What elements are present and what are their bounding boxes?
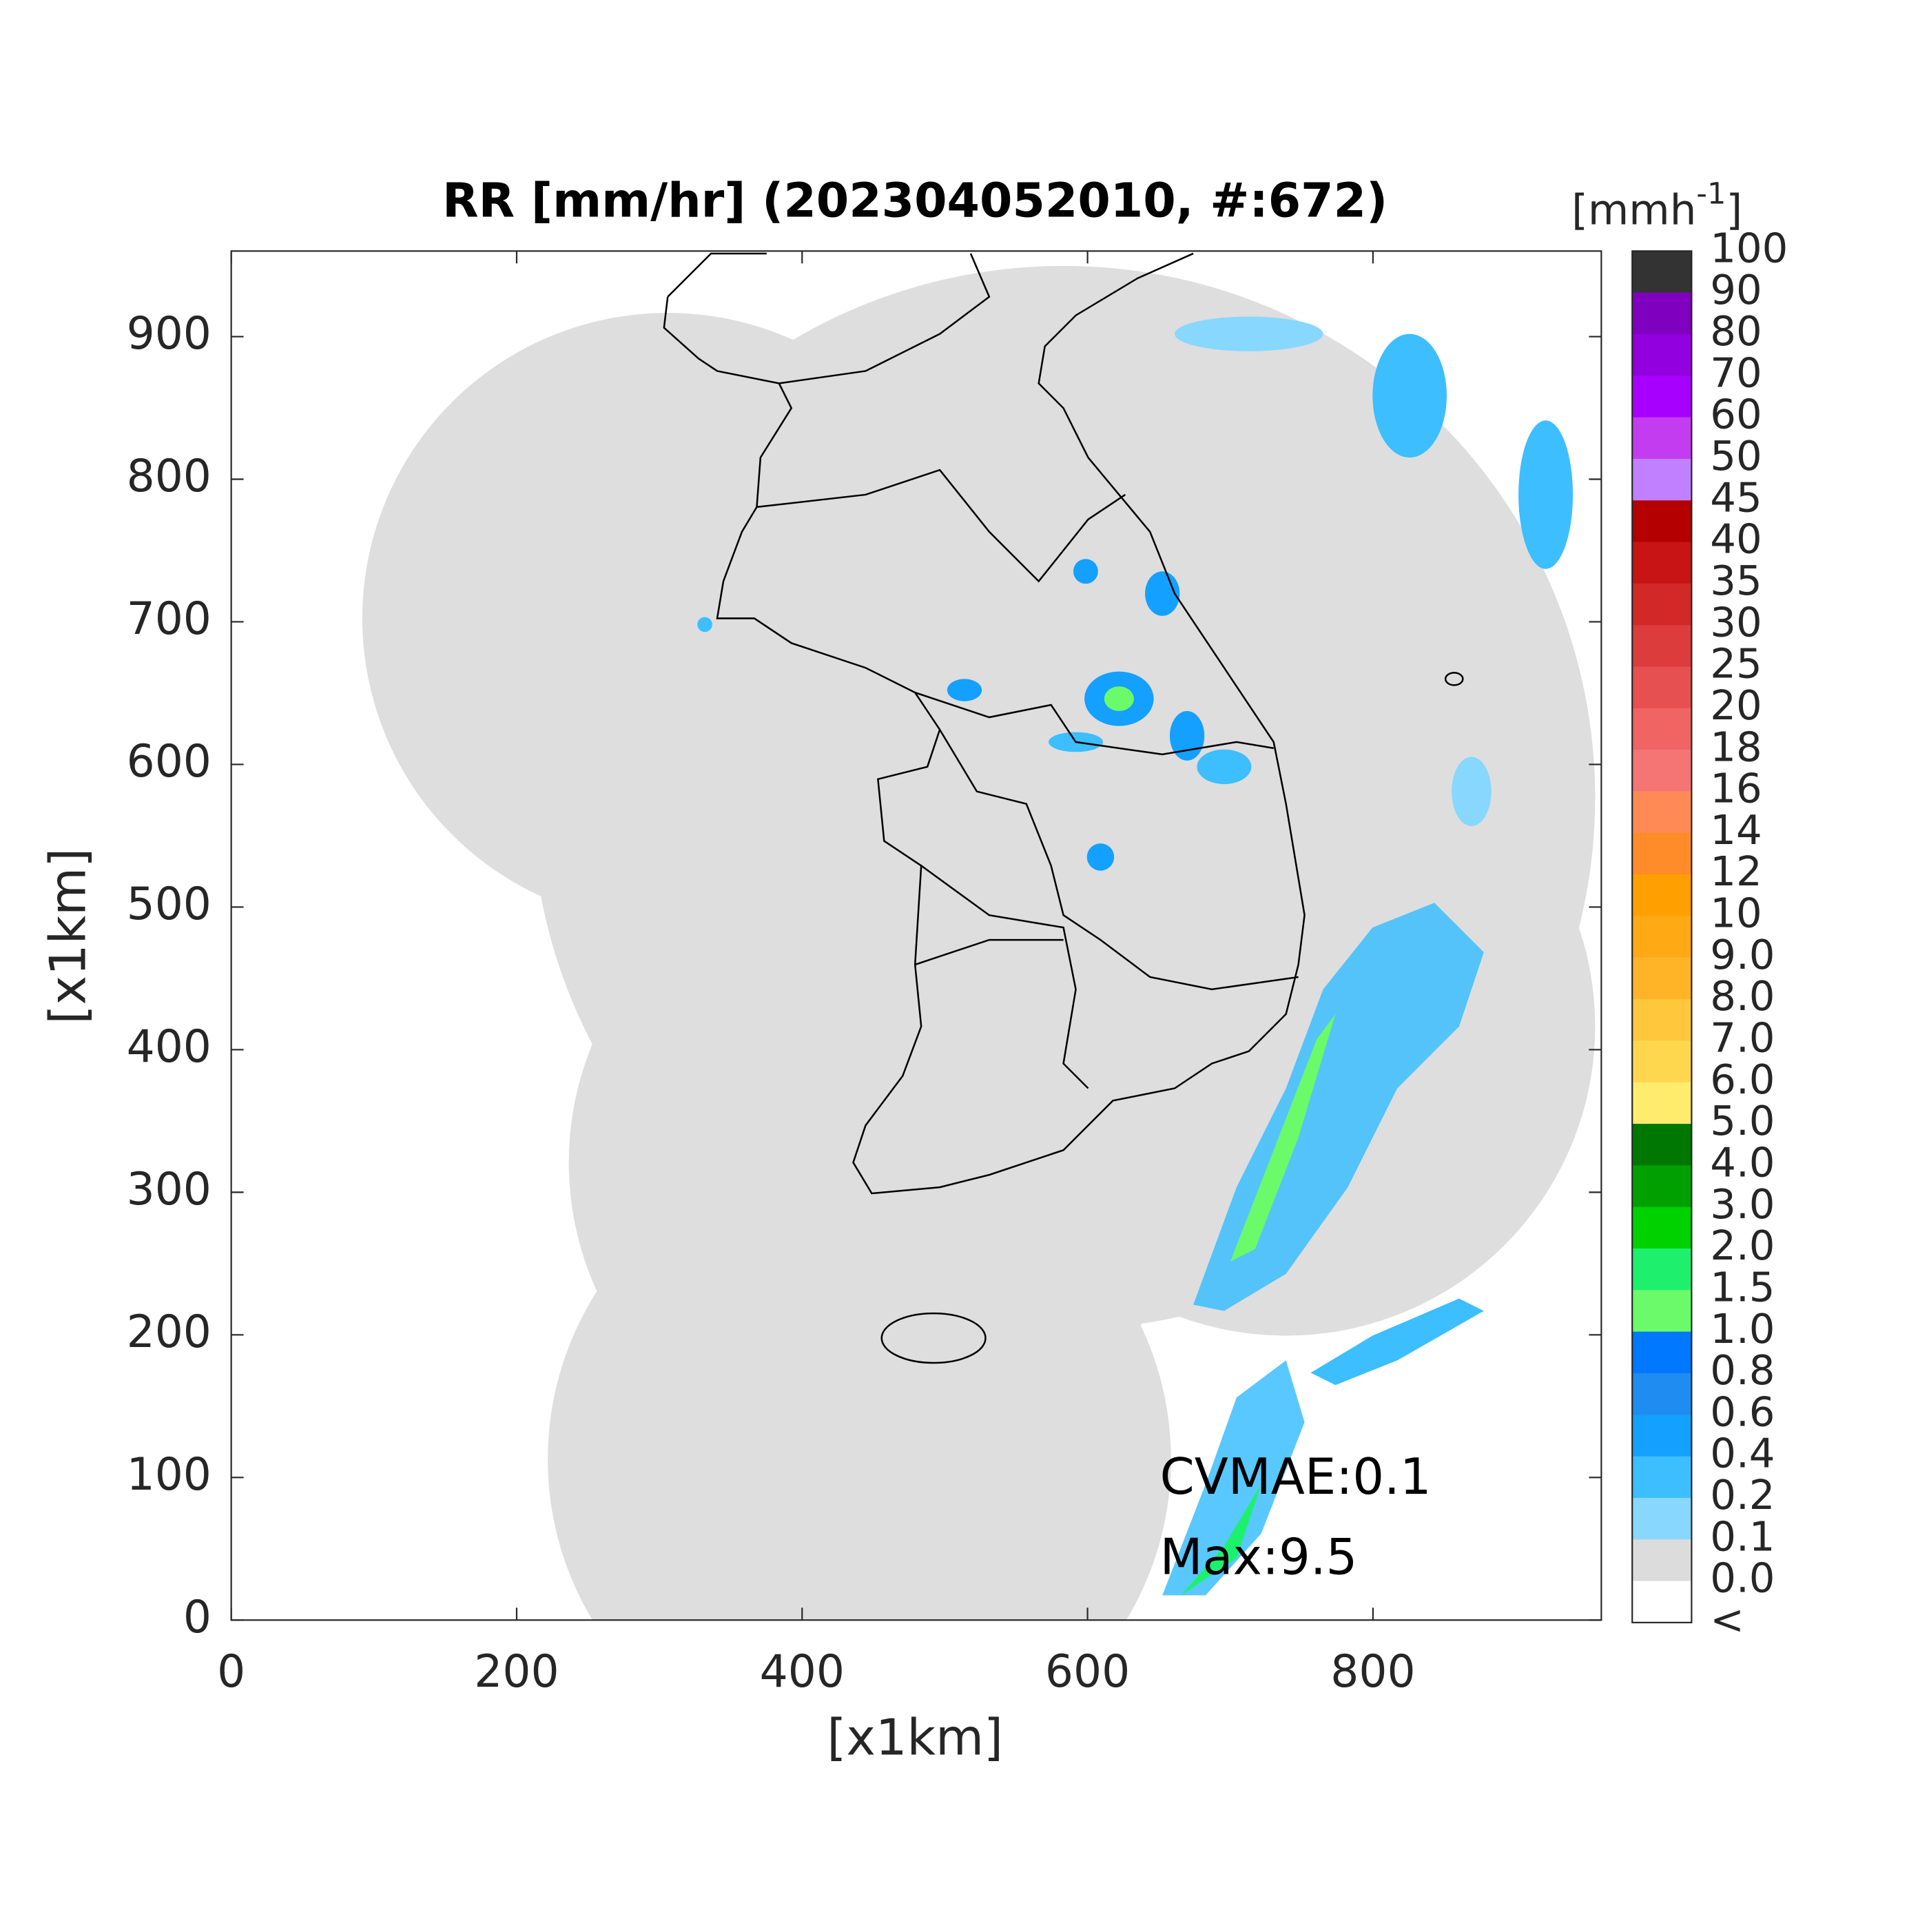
colorbar-label: 8.0 xyxy=(1710,972,1775,1020)
colorbar-label: 100 xyxy=(1710,224,1788,271)
colorbar-label: 0.2 xyxy=(1710,1471,1775,1519)
radar-echoes xyxy=(697,316,1574,1596)
colorbar-label: 80 xyxy=(1710,307,1762,355)
colorbar-band xyxy=(1632,957,1692,1000)
colorbar-label: 7.0 xyxy=(1710,1014,1775,1062)
colorbar-label: 0.6 xyxy=(1710,1388,1775,1435)
colorbar-label: 0.4 xyxy=(1710,1430,1775,1477)
colorbar-band xyxy=(1632,791,1692,834)
colorbar-band xyxy=(1632,1415,1692,1457)
colorbar-band xyxy=(1632,1290,1692,1333)
colorbar-band xyxy=(1632,1165,1692,1208)
colorbar-band xyxy=(1632,333,1692,377)
colorbar-band xyxy=(1632,500,1692,543)
colorbar-label: < xyxy=(1710,1596,1744,1643)
colorbar-label: 14 xyxy=(1710,806,1762,854)
colorbar-label: 0.1 xyxy=(1710,1512,1775,1560)
colorbar-label: 10 xyxy=(1710,890,1762,937)
colorbar-unit: [mmh-1] xyxy=(1571,176,1742,234)
colorbar-label: 9.0 xyxy=(1710,931,1775,978)
colorbar-band xyxy=(1632,417,1692,460)
x-tick-label: 0 xyxy=(217,1646,245,1698)
x-tick-label: 600 xyxy=(1045,1646,1130,1698)
unit-close: ] xyxy=(1726,185,1742,234)
colorbar-band xyxy=(1632,458,1692,502)
colorbar-label: 12 xyxy=(1710,847,1762,895)
y-tick-label: 900 xyxy=(127,308,212,360)
map-area xyxy=(362,252,1596,1621)
colorbar-band xyxy=(1632,1040,1692,1083)
colorbar-band xyxy=(1632,1206,1692,1249)
colorbar-band xyxy=(1632,625,1692,668)
colorbar-label: 30 xyxy=(1710,598,1762,646)
x-tick-label: 400 xyxy=(760,1646,845,1698)
colorbar-band xyxy=(1632,1581,1692,1623)
y-tick-label: 600 xyxy=(127,736,212,788)
colorbar-label: 40 xyxy=(1710,515,1762,563)
colorbar-band xyxy=(1632,251,1692,294)
colorbar-band xyxy=(1632,1124,1692,1167)
colorbar-band xyxy=(1632,666,1692,709)
y-tick-label: 800 xyxy=(127,451,212,502)
colorbar-label: 70 xyxy=(1710,349,1762,396)
colorbar-band xyxy=(1632,1539,1692,1582)
y-tick-label: 700 xyxy=(127,593,212,645)
colorbar-band xyxy=(1632,1248,1692,1291)
colorbar-label: 1.0 xyxy=(1710,1305,1775,1353)
colorbar-label: 90 xyxy=(1710,266,1762,314)
colorbar-label: 18 xyxy=(1710,723,1762,770)
x-tick-label: 800 xyxy=(1330,1646,1415,1698)
colorbar-label: 25 xyxy=(1710,640,1762,688)
x-tick-label: 200 xyxy=(474,1646,559,1698)
colorbar-label: 3.0 xyxy=(1710,1180,1775,1228)
colorbar-band xyxy=(1632,916,1692,958)
colorbar-frame xyxy=(1631,250,1693,1623)
colorbar-band xyxy=(1632,1082,1692,1124)
colorbar-band xyxy=(1632,999,1692,1042)
colorbar-label: 4.0 xyxy=(1710,1138,1775,1186)
y-tick-label: 300 xyxy=(127,1164,212,1215)
colorbar-label: 16 xyxy=(1710,765,1762,812)
colorbar-band xyxy=(1632,583,1692,626)
y-axis-label: [x1km] xyxy=(39,848,97,1025)
colorbar-label: 0.8 xyxy=(1710,1346,1775,1394)
colorbar-label: 50 xyxy=(1710,432,1762,480)
annotation: CVMAE:0.1 xyxy=(1160,1448,1432,1505)
colorbar-label: 45 xyxy=(1710,473,1762,521)
y-tick-label: 500 xyxy=(127,878,212,930)
y-tick-label: 0 xyxy=(183,1592,212,1643)
annotation: Max:9.5 xyxy=(1160,1528,1358,1586)
colorbar-label: 2.0 xyxy=(1710,1222,1775,1269)
y-tick-label: 100 xyxy=(127,1449,212,1501)
colorbar-band xyxy=(1632,376,1692,418)
colorbar-band xyxy=(1632,708,1692,751)
colorbar-label: 5.0 xyxy=(1710,1097,1775,1144)
colorbar-band xyxy=(1632,874,1692,917)
colorbar-label: 0.0 xyxy=(1710,1554,1775,1602)
colorbar-band xyxy=(1632,542,1692,584)
colorbar-band xyxy=(1632,292,1692,335)
colorbar-band xyxy=(1632,1497,1692,1541)
y-tick-label: 400 xyxy=(127,1021,212,1073)
colorbar-label: 20 xyxy=(1710,681,1762,729)
colorbar-band xyxy=(1632,1373,1692,1416)
chart-title: RR [mm/hr] (202304052010, #:672) xyxy=(442,174,1388,229)
colorbar-band xyxy=(1632,1456,1692,1499)
colorbar-label: 6.0 xyxy=(1710,1056,1775,1103)
y-tick-label: 200 xyxy=(127,1306,212,1358)
colorbar-band xyxy=(1632,832,1692,876)
colorbar-label: 1.5 xyxy=(1710,1263,1775,1311)
colorbar-band xyxy=(1632,1331,1692,1374)
coastline xyxy=(663,252,1464,1364)
unit-exponent: -1 xyxy=(1696,176,1726,211)
x-axis-label: [x1km] xyxy=(827,1709,1003,1767)
plot-frame xyxy=(230,250,1602,1621)
colorbar-label: 60 xyxy=(1710,391,1762,438)
unit-base: [mmh xyxy=(1571,185,1696,234)
colorbar-label: 35 xyxy=(1710,557,1762,604)
colorbar-band xyxy=(1632,750,1692,792)
